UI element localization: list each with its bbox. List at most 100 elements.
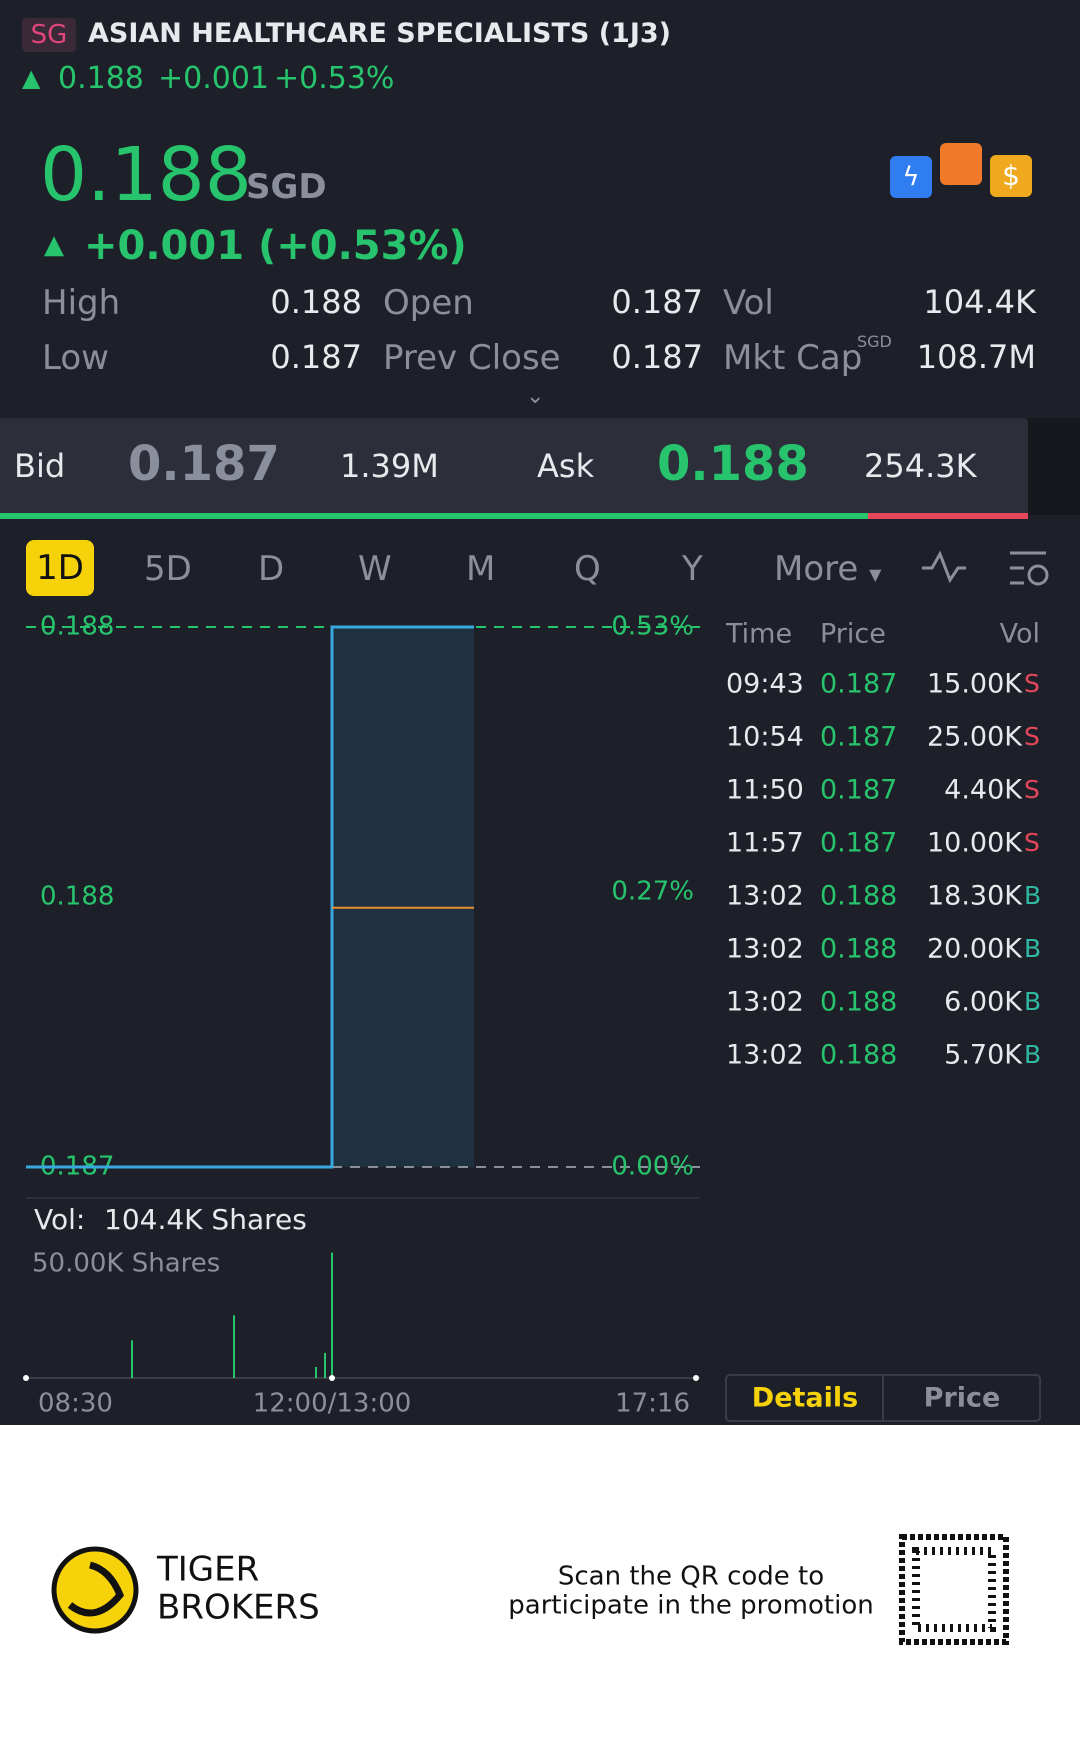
trade-price: 0.188 xyxy=(820,987,897,1018)
trade-side: B xyxy=(1024,934,1041,963)
chart-style-icon[interactable] xyxy=(922,550,966,584)
price-button[interactable]: Price xyxy=(924,1383,1001,1414)
stat-label: Low xyxy=(42,338,109,378)
stat-label: Open xyxy=(383,283,474,323)
bid-label: Bid xyxy=(14,447,66,485)
y2-tick-label: 0.53% xyxy=(611,612,694,642)
tab[interactable]: M xyxy=(466,549,496,589)
y2-tick-label: 0.00% xyxy=(611,1152,694,1182)
details-button[interactable]: Details xyxy=(752,1383,858,1414)
promo-text: participate in the promotion xyxy=(508,1591,873,1621)
x-tick-label: 12:00/13:00 xyxy=(253,1389,412,1419)
qr-code-inner xyxy=(912,1547,996,1632)
volume-bar xyxy=(331,1266,333,1282)
bid-ask-bar xyxy=(0,418,1028,515)
header-price: 0.188 xyxy=(58,61,144,96)
volume-bar xyxy=(331,1281,333,1333)
trade-price: 0.187 xyxy=(820,828,897,859)
tab[interactable]: 5D xyxy=(144,549,192,589)
y2-tick-label: 0.27% xyxy=(611,876,694,906)
tab[interactable]: More xyxy=(774,549,859,589)
ask-ratio xyxy=(868,513,1028,519)
x-marker xyxy=(693,1375,699,1381)
up-arrow: ▲ xyxy=(44,230,64,260)
trade-price: 0.188 xyxy=(820,1040,897,1071)
trade-vol: 20.00K xyxy=(927,934,1023,965)
brand: TIGER xyxy=(156,1550,259,1590)
brand: BROKERS xyxy=(157,1588,320,1628)
volume-bar xyxy=(315,1366,317,1378)
volume-bar xyxy=(331,1332,333,1378)
stat-value: 104.4K xyxy=(923,283,1036,321)
tab-more[interactable]: More ▼ xyxy=(774,549,882,589)
tiger-logo xyxy=(51,1546,139,1634)
header-percent: +0.53% xyxy=(274,61,395,96)
trade-time: 10:54 xyxy=(726,722,804,753)
volume-bar xyxy=(233,1315,235,1378)
trade-vol: 15.00K xyxy=(927,669,1023,700)
trade-side: S xyxy=(1024,828,1040,857)
stock-name: ASIAN HEALTHCARE SPECIALISTS (1J3) xyxy=(88,18,672,49)
ask-price: 0.188 xyxy=(657,436,809,492)
price-line xyxy=(26,625,474,1169)
header-change: +0.001 xyxy=(158,61,270,96)
y-tick-label: 0.188 xyxy=(40,612,114,642)
tab[interactable]: D xyxy=(258,549,285,589)
tiger-logo-stripe xyxy=(67,1561,125,1617)
trade-side: S xyxy=(1024,775,1040,804)
trade-side: S xyxy=(1024,669,1040,698)
trade-time: 09:43 xyxy=(726,669,804,700)
expand-chevron[interactable]: ⌄ xyxy=(526,384,545,409)
stat-value: 0.187 xyxy=(270,338,362,376)
stat-label: High xyxy=(42,283,121,323)
trade-time: 13:02 xyxy=(726,1040,804,1071)
stat-label: Prev Close xyxy=(383,338,561,378)
change: +0.001 (+0.53%) xyxy=(84,223,467,269)
stat-value: 108.7M xyxy=(916,338,1036,376)
trade-time: 13:02 xyxy=(726,934,804,965)
price-area xyxy=(332,627,474,1167)
trade-side: B xyxy=(1024,881,1041,910)
trade-price: 0.188 xyxy=(820,881,897,912)
bid-size: 1.39M xyxy=(340,447,439,485)
bid-ask-side xyxy=(1028,418,1080,515)
trade-time: 13:02 xyxy=(726,881,804,912)
stat-label: Mkt Cap xyxy=(723,338,863,378)
tab-active[interactable]: 1D xyxy=(26,540,94,596)
ask-label: Ask xyxy=(537,447,595,485)
volume-bar xyxy=(324,1352,326,1378)
stat-value: 0.187 xyxy=(611,338,703,376)
trade-side: S xyxy=(1024,722,1040,751)
settings-icon[interactable] xyxy=(1010,551,1049,586)
table-header: Price xyxy=(820,619,886,650)
trade-vol: 5.70K xyxy=(944,1040,1023,1071)
trade-time: 11:50 xyxy=(726,775,804,806)
stat-unit: SGD xyxy=(857,332,892,351)
x-tick-label: 08:30 xyxy=(38,1389,113,1419)
trade-time: 11:57 xyxy=(726,828,804,859)
stat-value: 0.187 xyxy=(611,283,703,321)
bid-price: 0.187 xyxy=(128,436,280,492)
up-arrow: ▲ xyxy=(22,64,41,92)
table-header: Vol xyxy=(1000,619,1040,650)
volume-bar xyxy=(131,1340,133,1378)
trade-side: B xyxy=(1024,987,1041,1016)
trade-price: 0.187 xyxy=(820,722,897,753)
tab[interactable]: Y xyxy=(682,549,703,589)
bid-ratio xyxy=(0,513,868,519)
stat-value: 0.188 xyxy=(270,283,362,321)
x-marker xyxy=(329,1375,335,1381)
icons: ϟ $ xyxy=(890,143,1032,198)
trade-time: 13:02 xyxy=(726,987,804,1018)
currency: SGD xyxy=(246,167,327,207)
trade-vol: 10.00K xyxy=(927,828,1023,859)
trade-vol: 18.30K xyxy=(927,881,1023,912)
trade-vol: 25.00K xyxy=(927,722,1023,753)
volume-bar xyxy=(331,1252,333,1267)
tab[interactable]: Q xyxy=(574,549,601,589)
tab[interactable]: W xyxy=(358,549,392,589)
price: 0.188 xyxy=(40,132,252,218)
trade-price: 0.187 xyxy=(820,669,897,700)
trade-side: B xyxy=(1024,1040,1041,1069)
